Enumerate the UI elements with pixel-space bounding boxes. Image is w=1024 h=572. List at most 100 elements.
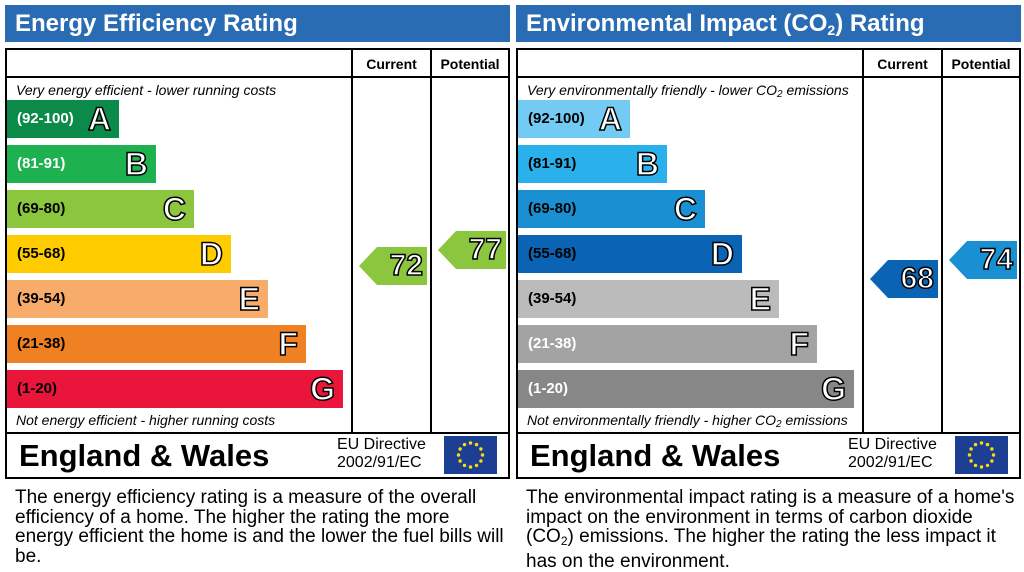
rating-band-d: (55-68) D [518, 235, 742, 273]
eu-flag-icon [955, 436, 1008, 474]
star-icon [474, 442, 479, 447]
band-letter: E [238, 280, 261, 318]
energy-title: Energy Efficiency Rating [5, 5, 510, 42]
potential-column-header: Potential [440, 56, 500, 72]
star-icon [973, 442, 978, 447]
divider [430, 50, 432, 434]
region-label: England & Wales [19, 438, 270, 473]
rating-band-a: (92-100) A [7, 100, 119, 138]
potential-column-header: Potential [951, 56, 1011, 72]
band-letter: D [710, 235, 735, 273]
band-range: (69-80) [528, 200, 577, 217]
star-icon [985, 442, 990, 447]
divider [7, 76, 508, 78]
star-icon [479, 459, 483, 463]
rating-band-g: (1-20) G [518, 370, 854, 408]
star-icon [479, 447, 483, 451]
star-icon [969, 447, 973, 451]
band-range: (55-68) [528, 245, 577, 262]
band-letter: G [309, 370, 335, 408]
current-column-header: Current [877, 56, 928, 72]
band-range: (69-80) [17, 200, 66, 217]
divider [351, 50, 353, 434]
current-column-header: Current [366, 56, 417, 72]
hint-text: Not environmentally friendly - higher CO [527, 412, 776, 428]
description-text: The environmental impact rating is a mea… [526, 487, 1015, 547]
divider [518, 76, 1019, 78]
divider [518, 432, 1019, 434]
hint-subscript: 2 [776, 419, 782, 430]
star-icon [973, 463, 978, 468]
star-icon [458, 447, 462, 451]
band-range: (55-68) [17, 245, 66, 262]
environmental-impact-panel: Environmental Impact (CO2) Rating Curren… [516, 0, 1021, 572]
potential-rating-arrow: 77 [438, 231, 506, 269]
divider [7, 432, 508, 434]
band-letter: C [673, 190, 698, 228]
star-icon [979, 441, 984, 445]
current-rating-value: 68 [900, 261, 935, 296]
star-icon [456, 453, 461, 457]
rating-band-c: (69-80) C [518, 190, 705, 228]
band-letter: E [749, 280, 772, 318]
rating-band-f: (21-38) F [518, 325, 817, 363]
eu-directive: EU Directive 2002/91/EC [848, 436, 937, 472]
rating-band-b: (81-91) B [7, 145, 156, 183]
eu-flag-icon [444, 436, 497, 474]
rating-band-d: (55-68) D [7, 235, 231, 273]
current-rating-arrow: 68 [870, 260, 938, 298]
band-letter: F [278, 325, 299, 363]
hint-subscript: 2 [777, 89, 783, 100]
energy-description: The energy efficiency rating is a measur… [15, 487, 504, 567]
title-subscript: 2 [827, 22, 836, 38]
directive-line: EU Directive [337, 436, 426, 453]
star-icon [979, 465, 984, 469]
environment-title: Environmental Impact (CO2) Rating [516, 5, 1021, 42]
star-icon [462, 442, 467, 447]
current-rating-arrow: 72 [359, 247, 427, 285]
hint-text: Very environmentally friendly - lower CO [527, 82, 778, 98]
potential-rating-value: 77 [468, 232, 503, 267]
top-hint: Very environmentally friendly - lower CO… [527, 82, 849, 100]
current-rating-value: 72 [389, 248, 424, 283]
region-label: England & Wales [530, 438, 781, 473]
hint-text: emissions [782, 82, 849, 98]
bottom-hint: Not energy efficient - higher running co… [16, 412, 276, 428]
band-range: (81-91) [17, 155, 66, 172]
star-icon [462, 463, 467, 468]
rating-band-a: (92-100) A [518, 100, 630, 138]
star-icon [468, 441, 473, 445]
rating-band-f: (21-38) F [7, 325, 306, 363]
band-range: (81-91) [528, 155, 577, 172]
star-icon [967, 453, 972, 457]
directive-line: 2002/91/EC [848, 454, 933, 471]
star-icon [480, 453, 485, 457]
band-range: (21-38) [17, 335, 66, 352]
band-range: (92-100) [17, 110, 74, 127]
band-letter: G [820, 370, 846, 408]
rating-band-b: (81-91) B [518, 145, 667, 183]
star-icon [991, 453, 996, 457]
environment-chart-frame: Current Potential Very environmentally f… [516, 48, 1021, 479]
potential-rating-arrow: 74 [949, 241, 1017, 279]
top-hint: Very energy efficient - lower running co… [16, 82, 277, 98]
rating-band-e: (39-54) E [518, 280, 779, 318]
divider [941, 50, 943, 434]
eu-directive: EU Directive 2002/91/EC [337, 436, 426, 472]
directive-line: EU Directive [848, 436, 937, 453]
band-letter: D [199, 235, 224, 273]
energy-efficiency-panel: Energy Efficiency Rating Current Potenti… [5, 0, 510, 572]
band-range: (1-20) [528, 380, 569, 397]
band-range: (21-38) [528, 335, 577, 352]
rating-band-c: (69-80) C [7, 190, 194, 228]
band-letter: F [789, 325, 810, 363]
title-text: Environmental Impact (CO [526, 10, 828, 37]
star-icon [969, 459, 973, 463]
star-icon [468, 465, 473, 469]
star-icon [990, 447, 994, 451]
potential-rating-value: 74 [979, 242, 1014, 277]
band-letter: B [124, 145, 149, 183]
hint-text: emissions [781, 412, 848, 428]
energy-chart-frame: Current Potential Very energy efficient … [5, 48, 510, 479]
band-range: (39-54) [17, 290, 66, 307]
